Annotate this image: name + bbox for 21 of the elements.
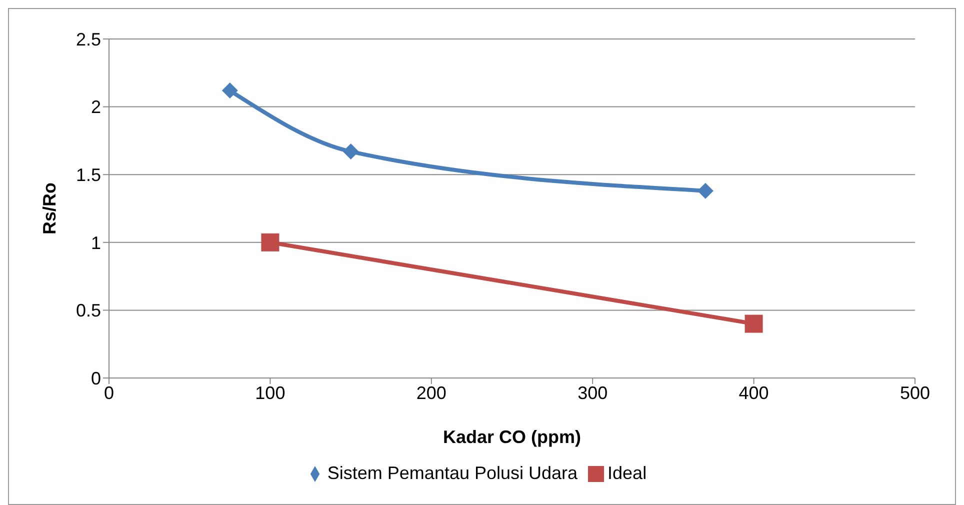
- point: [261, 233, 280, 252]
- point: [222, 82, 238, 99]
- legend-label: Sistem Pemantau Polusi Udara: [327, 463, 578, 483]
- x-tick-label: 0: [104, 382, 114, 403]
- y-axis-title: Rs/Ro: [39, 182, 60, 235]
- x-tick-label: 300: [578, 382, 608, 403]
- y-tick-label: 2: [90, 97, 101, 118]
- y-tick-label: 0: [90, 368, 101, 388]
- point: [697, 182, 714, 199]
- y-tick-label: 1.5: [76, 164, 101, 185]
- point: [342, 144, 359, 160]
- point: [744, 314, 763, 333]
- y-tick-label: 2.5: [76, 29, 101, 50]
- x-tick-label: 500: [900, 382, 930, 403]
- y-tick-label: 1: [90, 232, 101, 253]
- y-tick-label: 0.5: [76, 300, 101, 321]
- x-tick-label: 100: [255, 382, 286, 403]
- legend-label: Ideal: [608, 463, 647, 483]
- x-tick-label: 200: [416, 382, 446, 403]
- x-axis-title: Kadar CO (ppm): [442, 427, 582, 447]
- x-tick-label: 400: [738, 382, 769, 403]
